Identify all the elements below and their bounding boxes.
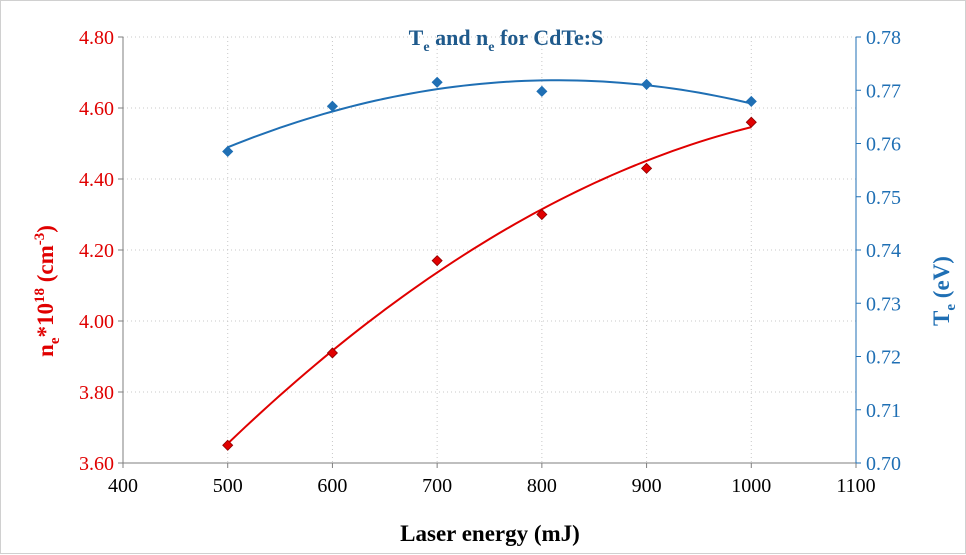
axes bbox=[122, 37, 857, 464]
data-point-right bbox=[222, 145, 234, 158]
data-point-left bbox=[536, 208, 548, 221]
data-point-left bbox=[431, 255, 443, 267]
right-y-tick-label: 0.73 bbox=[866, 293, 901, 315]
data-point-right bbox=[641, 78, 653, 90]
trendlines bbox=[227, 79, 752, 445]
data-point-left bbox=[745, 116, 757, 128]
left-y-tick-label: 4.80 bbox=[79, 27, 114, 49]
right-y-tick-label: 0.76 bbox=[866, 134, 901, 156]
right-y-tick-label: 0.72 bbox=[866, 347, 901, 369]
right-y-tick-label: 0.71 bbox=[866, 400, 901, 422]
right-y-tick-label: 0.74 bbox=[866, 240, 901, 262]
left-y-axis-label: ne*1018 (cm-3) bbox=[32, 225, 63, 357]
right-y-tick-label: 0.75 bbox=[866, 187, 901, 209]
data-point-right bbox=[431, 76, 443, 88]
left-y-tick-label: 3.60 bbox=[79, 453, 114, 475]
x-tick-label: 1100 bbox=[836, 475, 875, 497]
data-point-left bbox=[326, 347, 338, 359]
left-y-tick-label: 4.60 bbox=[79, 98, 114, 120]
points bbox=[222, 76, 757, 451]
trendline-left bbox=[227, 126, 752, 445]
right-y-axis-label: Te (eV) bbox=[929, 256, 959, 326]
ticks: 400 500 600 700 800 900 1000 1100 3.60 3.80 4.00 4.… bbox=[79, 27, 901, 497]
x-tick-label: 400 bbox=[108, 475, 138, 497]
x-tick-label: 900 bbox=[632, 475, 662, 497]
x-axis-label: Laser energy (mJ) bbox=[400, 521, 580, 546]
data-point-right bbox=[536, 85, 548, 97]
data-point-right bbox=[745, 95, 757, 107]
chart-title: Te and ne for CdTe:S bbox=[409, 25, 604, 55]
left-y-tick-label: 4.20 bbox=[79, 240, 114, 262]
data-point-right bbox=[326, 100, 338, 112]
grid bbox=[122, 36, 857, 464]
left-y-tick-label: 4.00 bbox=[79, 311, 114, 333]
x-tick-label: 800 bbox=[527, 475, 557, 497]
left-y-tick-label: 3.80 bbox=[79, 382, 114, 404]
x-tick-label: 700 bbox=[422, 475, 452, 497]
data-point-left bbox=[222, 439, 234, 451]
x-tick-label: 500 bbox=[213, 475, 243, 497]
right-y-tick-label: 0.77 bbox=[866, 80, 901, 102]
trendline-right bbox=[227, 79, 752, 149]
x-tick-label: 600 bbox=[317, 475, 347, 497]
right-y-tick-label: 0.78 bbox=[866, 27, 901, 49]
x-tick-label: 1000 bbox=[731, 475, 771, 497]
data-point-left bbox=[641, 162, 653, 174]
left-y-tick-label: 4.40 bbox=[79, 169, 114, 191]
right-y-tick-label: 0.70 bbox=[866, 453, 901, 475]
